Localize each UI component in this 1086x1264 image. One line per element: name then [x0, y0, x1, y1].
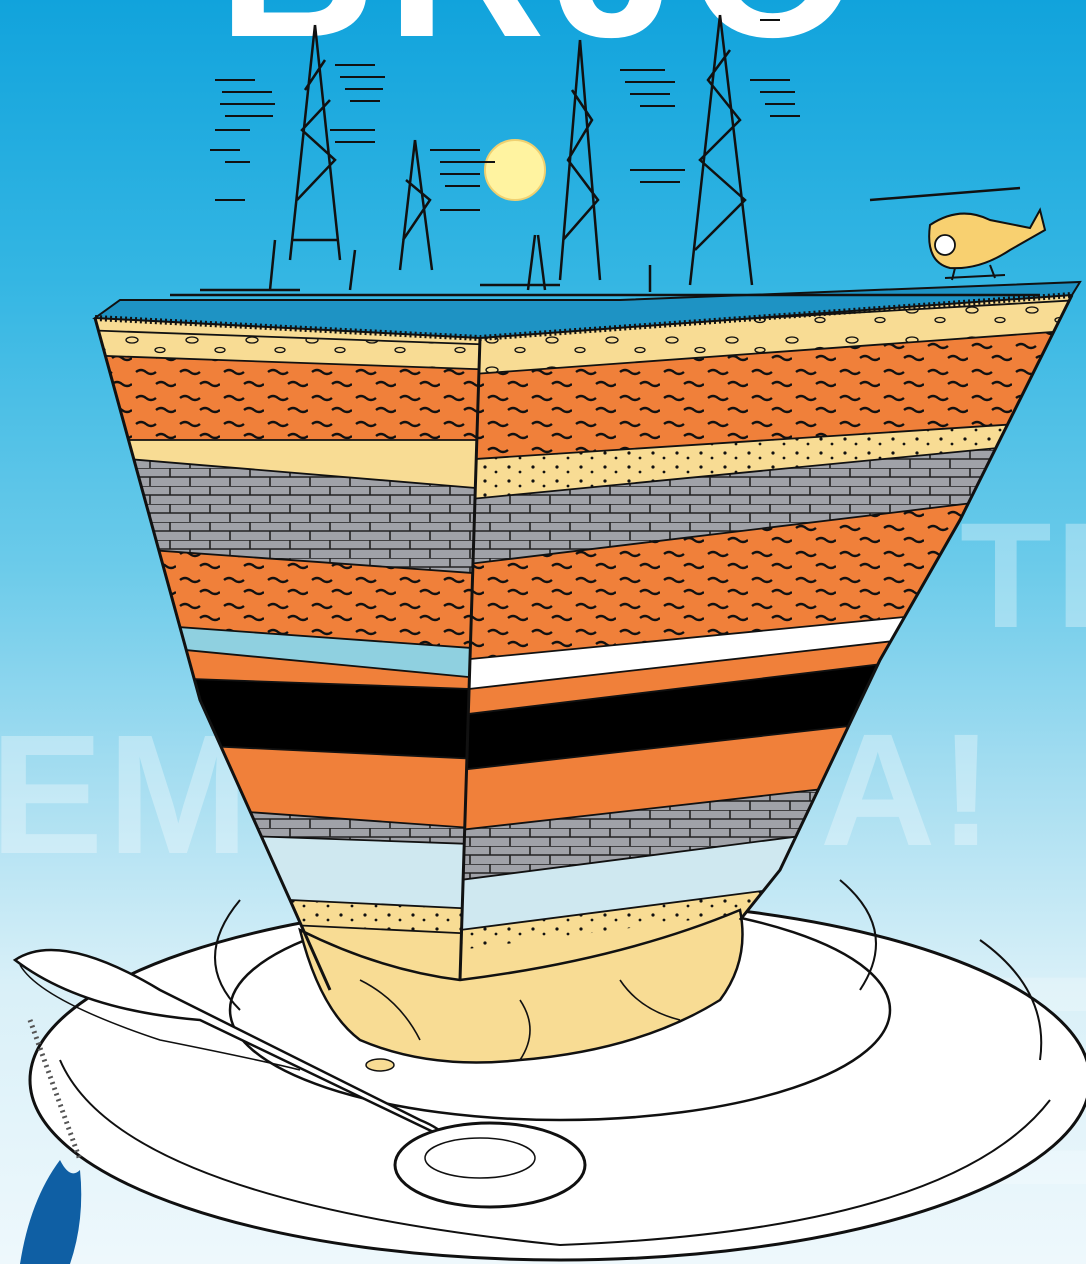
sun — [484, 139, 546, 201]
spoon — [12, 948, 587, 1209]
bg-letters-a: A! — [820, 700, 997, 879]
poster-title: BRJO — [0, 0, 1086, 70]
sky-hatching — [210, 19, 800, 211]
helicopter — [869, 186, 1047, 281]
flame-logo — [20, 1160, 82, 1264]
cake-left-face — [95, 318, 480, 994]
oil-derricks — [170, 14, 1040, 297]
bg-letters-em: EM — [0, 700, 253, 890]
bg-letters-te: TE — [960, 491, 1086, 659]
cake-right-face — [460, 295, 1072, 980]
cake-outline — [93, 294, 1074, 991]
